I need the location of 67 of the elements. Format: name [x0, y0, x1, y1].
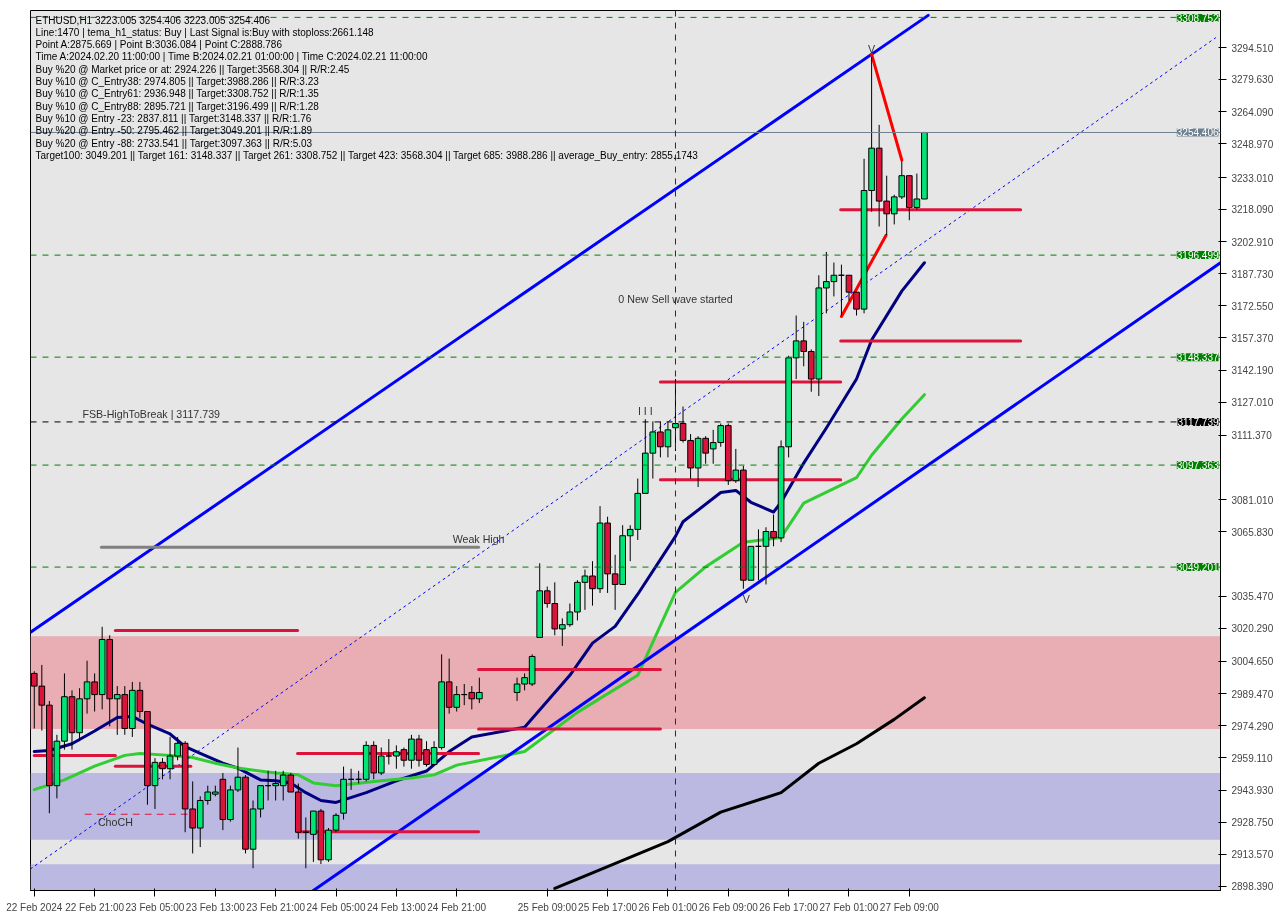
annotation: V [742, 592, 751, 605]
annotation: Line:1470 | tema_h1_status: Buy | Last Signal is:Buy with stoploss:2661.148 [35, 26, 375, 38]
y-tick-label: 3142.190 [1231, 365, 1274, 377]
y-tick-label: 2928.750 [1231, 817, 1274, 829]
x-tick-label: 24 Feb 05:00 [306, 901, 366, 913]
annotation: FSB-HighToBreak | 3117.739 [82, 407, 221, 420]
x-tick-label: 23 Feb 13:00 [185, 901, 246, 913]
annotation: ChoCH [97, 816, 133, 829]
y-tick-label: 2974.290 [1231, 720, 1274, 732]
y-tick-label: 2943.930 [1231, 785, 1274, 797]
y-tick-label: 3294.510 [1231, 42, 1274, 54]
ref-line-label: 3254.406 [1176, 127, 1219, 139]
annotation: V [868, 43, 877, 56]
x-tick-label: 24 Feb 13:00 [366, 901, 427, 913]
ref-line-label: 3196.499 [1176, 250, 1219, 262]
annotation: Buy %10 @ C_Entry38: 2974.805 || Target:3988.286 || R/R:3.23 [35, 76, 320, 87]
annotation: Buy %20 @ Market price or at: 2924.226 || Target:3568.304 || R/R:2.45 [35, 63, 350, 75]
annotation: Buy %10 @ C_Entry61: 2936.948 || Target:3308.752 || R/R:1.35 [35, 88, 320, 100]
annotation: Target100: 3049.201 || Target 161: 3148.337 || Target 261: 3308.752 || Target 423: 3568.304 || Target 685: 3988.286 || average_Buy_entry: 2855.1743 [35, 149, 699, 161]
y-tick-label: 3035.470 [1231, 591, 1274, 603]
y-tick-label: 3172.550 [1231, 300, 1274, 312]
x-tick-label: 26 Feb 17:00 [759, 901, 819, 913]
x-tick-label: 25 Feb 09:00 [517, 901, 578, 913]
annotation: 0 New Sell wave started [618, 293, 733, 306]
y-tick-label: 3264.090 [1231, 106, 1274, 118]
y-tick-label: 3004.650 [1231, 656, 1274, 668]
annotation: Buy %20 @ Entry -50: 2795.462 || Target:3049.201 || R/R:1.89 [35, 125, 313, 137]
x-tick-label: 25 Feb 17:00 [578, 901, 638, 913]
ref-line-label: 3117.739 [1177, 416, 1219, 428]
y-tick-label: 3111.370 [1231, 430, 1273, 442]
annotation: Buy %10 @ C_Entry88: 2895.721 || Target:3196.499 || R/R:1.28 [35, 100, 320, 112]
annotation: I I I [637, 405, 653, 418]
y-tick-label: 3279.630 [1231, 74, 1274, 86]
y-tick-label: 3081.010 [1231, 494, 1274, 506]
x-tick-label: 26 Feb 01:00 [638, 901, 698, 913]
y-tick-label: 3020.290 [1231, 623, 1274, 635]
ref-line-label: 3148.337 [1176, 352, 1219, 364]
ref-line-label: 3308.752 [1176, 12, 1219, 24]
y-tick-label: 3233.010 [1231, 172, 1274, 184]
x-tick-label: 26 Feb 09:00 [698, 901, 759, 913]
y-tick-label: 3157.370 [1231, 333, 1274, 344]
line-series [32, 393, 926, 792]
annotation: ETHUSD,H1 3223.005 3254.406 3223.005 3254.406 [35, 14, 271, 26]
x-tick-label: 22 Feb 2024 [6, 901, 63, 913]
annotation: Point A:2875.669 | Point B:3036.084 | Point C:2888.786 [35, 39, 283, 51]
y-tick-label: 3248.970 [1231, 138, 1274, 150]
annotation: Time A:2024.02.20 11:00:00 | Time B:2024.02.21 01:00:00 | Time C:2024.02.21 11:00:00 [35, 51, 428, 63]
x-tick-label: 24 Feb 21:00 [427, 901, 487, 913]
x-tick-label: 22 Feb 21:00 [65, 901, 125, 913]
ref-line-label: 3097.363 [1176, 460, 1219, 472]
y-tick-label: 2898.390 [1231, 881, 1274, 893]
annotation: Buy %20 @ Entry -88: 2733.541 || Target:3097.363 || R/R:5.03 [35, 137, 313, 149]
y-tick-label: 2913.570 [1231, 849, 1274, 861]
y-tick-label: 3127.010 [1231, 397, 1274, 409]
x-tick-label: 23 Feb 05:00 [125, 901, 185, 913]
annotation: Weak High [452, 533, 505, 546]
y-tick-label: 3187.730 [1231, 268, 1274, 280]
x-tick-label: 27 Feb 09:00 [879, 901, 940, 913]
x-tick-label: 23 Feb 21:00 [246, 901, 306, 913]
ref-line-label: 3049.201 [1176, 562, 1219, 574]
y-tick-label: 3065.830 [1231, 526, 1274, 538]
annotation: Buy %10 @ Entry -23: 2837.811 || Target:3148.337 || R/R:1.76 [35, 112, 312, 124]
x-tick-label: 27 Feb 01:00 [819, 901, 879, 913]
y-tick-label: 3202.910 [1231, 236, 1274, 248]
y-tick-label: 3218.090 [1231, 204, 1274, 216]
y-tick-label: 2989.470 [1231, 688, 1274, 700]
y-tick-label: 2959.110 [1231, 752, 1273, 764]
